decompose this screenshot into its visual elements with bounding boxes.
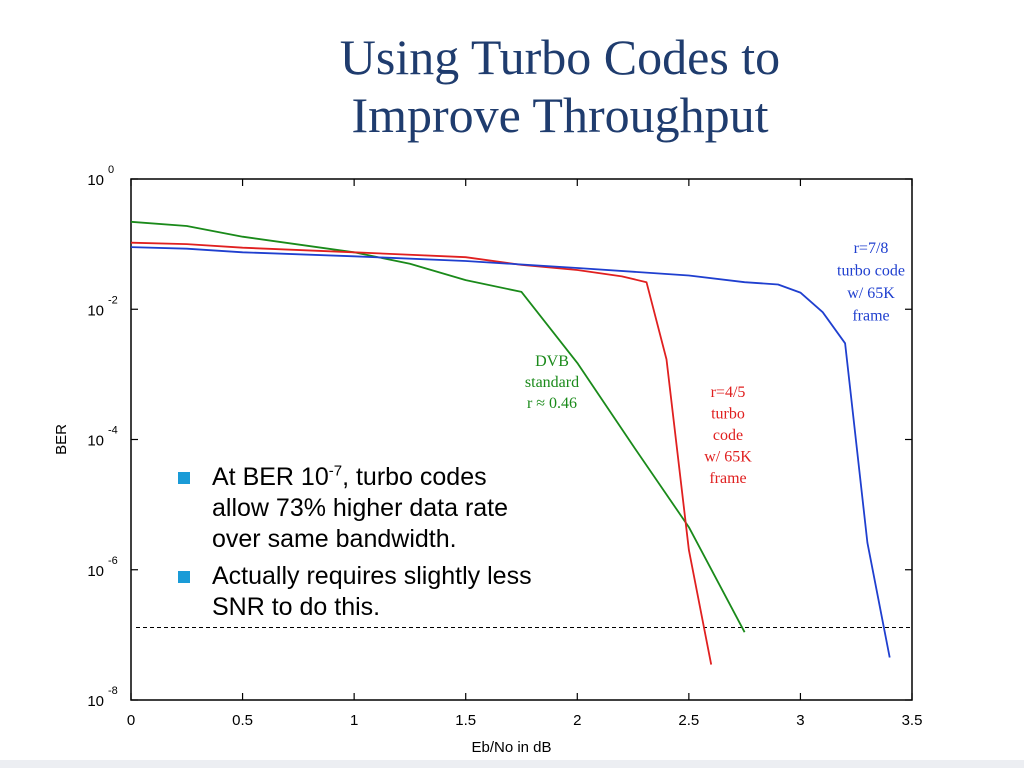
y-tick-label-exp: -8 xyxy=(108,685,118,697)
series-line-r45 xyxy=(130,241,713,665)
x-tick-label: 1.5 xyxy=(455,712,476,729)
bullet-square-icon xyxy=(178,571,190,583)
bullet-square-icon xyxy=(178,472,190,484)
y-tick-label-base: 10 xyxy=(87,172,104,189)
bullet-item-2: Actually requires slightly less SNR to d… xyxy=(176,561,536,623)
series-label-line: DVB xyxy=(535,353,569,370)
y-tick-label-exp: -2 xyxy=(108,294,118,306)
slide-title: Using Turbo Codes to Improve Throughput xyxy=(170,28,950,144)
bullet-1-sup: -7 xyxy=(328,462,343,480)
series-label-line: r=4/5 xyxy=(711,384,746,401)
y-axis-label: BER xyxy=(53,424,70,455)
series-label-line: code xyxy=(713,427,743,444)
x-tick-label: 3.5 xyxy=(902,712,923,729)
title-line-2: Improve Throughput xyxy=(351,87,769,143)
series-line-dvb xyxy=(130,220,746,633)
x-tick-label: 1 xyxy=(350,712,358,729)
y-tick-label-exp: -6 xyxy=(108,555,118,567)
series-label-line: w/ 65K xyxy=(704,449,752,466)
y-tick-label-exp: 0 xyxy=(108,164,114,176)
y-tick-label-base: 10 xyxy=(87,302,104,319)
bullet-1-prefix: At BER 10 xyxy=(212,463,329,491)
series-label-line: w/ 65K xyxy=(847,285,895,302)
x-tick-label: 0 xyxy=(127,712,135,729)
series-label-line: r=7/8 xyxy=(854,240,889,257)
y-tick-label-base: 10 xyxy=(87,563,104,580)
series-label-line: r ≈ 0.46 xyxy=(527,395,577,412)
bullet-item-1: At BER 10-7, turbo codes allow 73% highe… xyxy=(176,462,536,555)
series-label-r78: r=7/8 turbo code w/ 65K frame xyxy=(837,240,905,325)
title-line-1: Using Turbo Codes to xyxy=(339,29,781,85)
x-tick-label: 3 xyxy=(796,712,804,729)
x-tick-label: 2 xyxy=(573,712,581,729)
x-axis-label: Eb/No in dB xyxy=(471,739,551,756)
y-tick-label-base: 10 xyxy=(87,693,104,710)
series-label-line: turbo xyxy=(711,406,745,423)
y-tick-label-exp: -4 xyxy=(108,425,118,437)
series-line-r78 xyxy=(130,246,891,658)
series-label-dvb: DVB standard r ≈ 0.46 xyxy=(525,353,579,412)
x-tick-label: 0.5 xyxy=(232,712,253,729)
series-label-line: standard xyxy=(525,374,579,391)
series-label-line: turbo code xyxy=(837,263,905,280)
x-tick-label: 2.5 xyxy=(678,712,699,729)
bullet-list: At BER 10-7, turbo codes allow 73% highe… xyxy=(176,462,536,629)
y-tick-label-base: 10 xyxy=(87,433,104,450)
slide-footer-strip xyxy=(0,760,1024,768)
series-label-line: frame xyxy=(709,470,746,487)
bullet-1-suffix: , turbo codes allow 73% higher data rate… xyxy=(212,463,509,553)
series-label-line: frame xyxy=(852,308,889,325)
series-label-r45: r=4/5 turbo code w/ 65K frame xyxy=(704,384,752,487)
bullet-2-text: Actually requires slightly less SNR to d… xyxy=(212,562,532,621)
